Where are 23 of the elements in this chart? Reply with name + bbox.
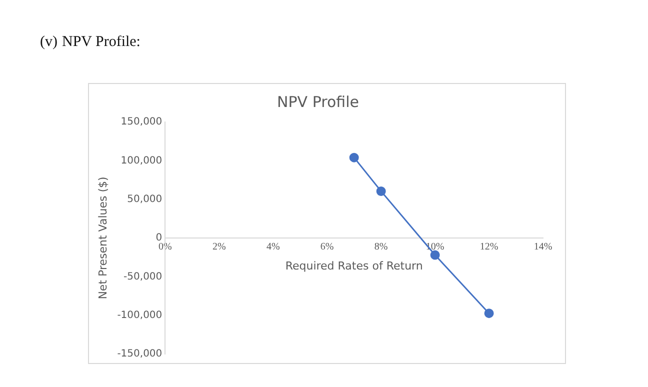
point [430, 250, 440, 260]
text: NPV Profile: [62, 34, 140, 51]
point [484, 308, 494, 318]
point [376, 186, 386, 196]
chart-title: NPV Profile [277, 92, 359, 111]
x-tick-label: 6% [320, 242, 334, 253]
x-tick-label: 12% [480, 242, 498, 253]
y-tick-label: 50,000 [127, 194, 162, 205]
y-tick-label: -100,000 [117, 310, 162, 321]
x-axis-title: Required Rates of Return [285, 259, 423, 272]
y-tick-label: 0 [156, 232, 162, 244]
text: (v) [40, 34, 58, 51]
y-axis-title: Net Present Values ($) [96, 176, 110, 300]
x-tick-label: 0% [158, 242, 172, 253]
x-tick-label: 2% [212, 242, 226, 253]
x-tick-label: 8% [374, 242, 388, 253]
y-tick-label: 100,000 [120, 155, 162, 166]
y-tick-label: -150,000 [117, 348, 162, 360]
y-tick-label: 150,000 [120, 116, 162, 128]
x-tick-label: 14% [534, 242, 552, 253]
y-tick-label: -50,000 [124, 271, 162, 282]
x-tick-label: 4% [266, 242, 280, 253]
point [349, 152, 359, 162]
